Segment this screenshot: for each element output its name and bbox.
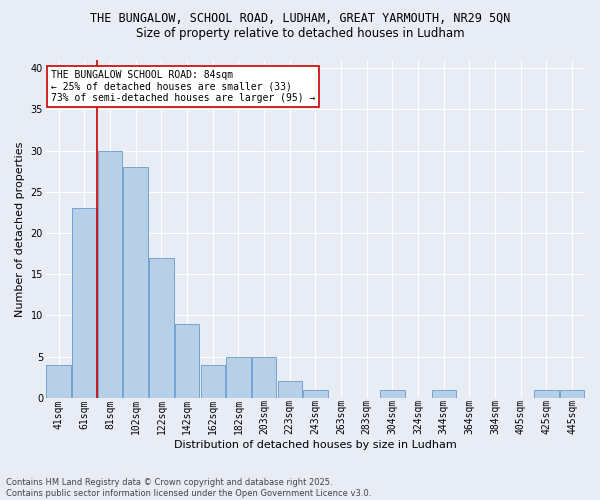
Bar <box>72 208 97 398</box>
Bar <box>149 258 173 398</box>
Bar <box>278 382 302 398</box>
Bar <box>380 390 404 398</box>
Bar <box>534 390 559 398</box>
Bar <box>46 365 71 398</box>
Text: Size of property relative to detached houses in Ludham: Size of property relative to detached ho… <box>136 28 464 40</box>
Bar <box>431 390 456 398</box>
Text: Contains HM Land Registry data © Crown copyright and database right 2025.
Contai: Contains HM Land Registry data © Crown c… <box>6 478 371 498</box>
Bar <box>226 356 251 398</box>
Bar <box>175 324 199 398</box>
Bar <box>560 390 584 398</box>
Y-axis label: Number of detached properties: Number of detached properties <box>15 141 25 316</box>
Bar <box>124 167 148 398</box>
Bar <box>98 150 122 398</box>
Bar <box>200 365 225 398</box>
Text: THE BUNGALOW SCHOOL ROAD: 84sqm
← 25% of detached houses are smaller (33)
73% of: THE BUNGALOW SCHOOL ROAD: 84sqm ← 25% of… <box>51 70 316 103</box>
X-axis label: Distribution of detached houses by size in Ludham: Distribution of detached houses by size … <box>174 440 457 450</box>
Bar <box>252 356 276 398</box>
Bar <box>303 390 328 398</box>
Text: THE BUNGALOW, SCHOOL ROAD, LUDHAM, GREAT YARMOUTH, NR29 5QN: THE BUNGALOW, SCHOOL ROAD, LUDHAM, GREAT… <box>90 12 510 26</box>
